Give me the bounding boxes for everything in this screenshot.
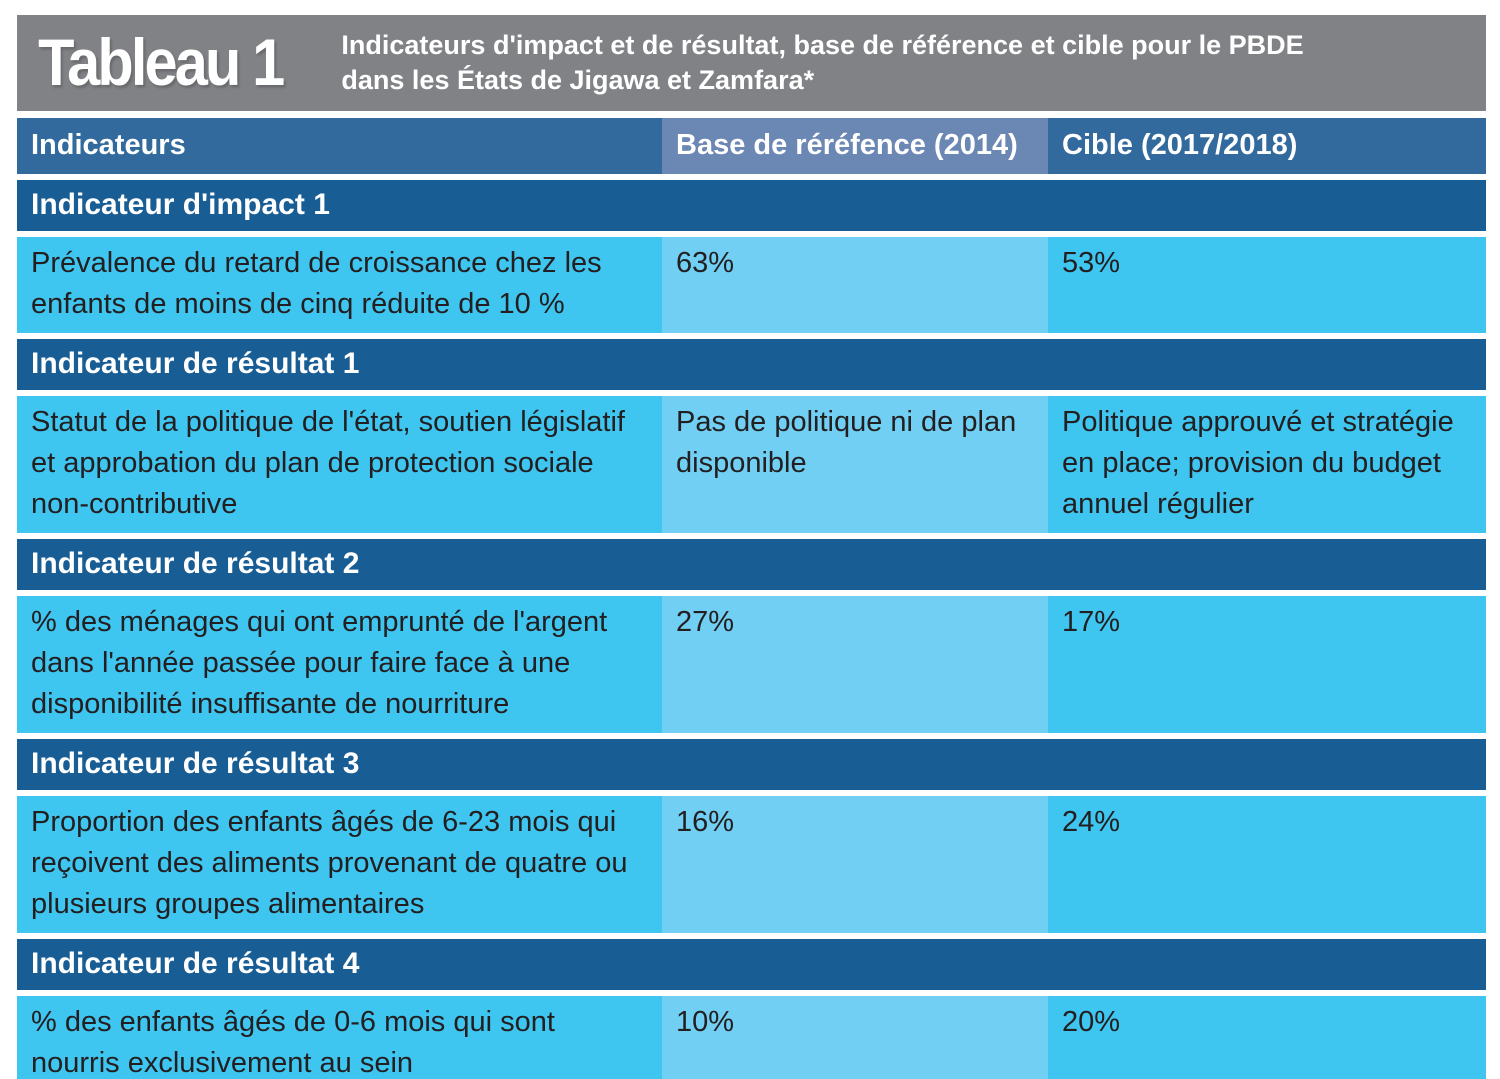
section-header: Indicateur de résultat 2 xyxy=(17,539,1486,590)
target-cell: 17% xyxy=(1048,596,1486,733)
indicator-cell: Prévalence du retard de croissance chez … xyxy=(17,237,662,333)
section-header: Indicateur de résultat 4 xyxy=(17,939,1486,990)
table-title: Indicateurs d'impact et de résultat, bas… xyxy=(341,28,1323,98)
table-title-line2: dans les États de Jigawa et Zamfara* xyxy=(341,65,815,95)
table-number-label: Tableau 1 xyxy=(38,26,285,100)
column-header-indicateurs: Indicateurs xyxy=(17,118,662,174)
baseline-cell: 16% xyxy=(662,796,1048,933)
target-cell: 24% xyxy=(1048,796,1486,933)
indicator-cell: Proportion des enfants âgés de 6-23 mois… xyxy=(17,796,662,933)
baseline-cell: 63% xyxy=(662,237,1048,333)
table-banner: Tableau 1 Indicateurs d'impact et de rés… xyxy=(17,15,1486,111)
baseline-cell: 10% xyxy=(662,996,1048,1079)
indicator-cell: Statut de la politique de l'état, soutie… xyxy=(17,396,662,533)
baseline-cell: Pas de politique ni de plan disponible xyxy=(662,396,1048,533)
section-header: Indicateur de résultat 3 xyxy=(17,739,1486,790)
indicator-cell: % des ménages qui ont emprunté de l'arge… xyxy=(17,596,662,733)
column-header-baseline: Base de réréfence (2014) xyxy=(662,118,1048,174)
indicators-table: Indicateurs Base de réréfence (2014) Cib… xyxy=(17,118,1486,1079)
target-cell: Politique approuvé et stratégie en place… xyxy=(1048,396,1486,533)
section-header: Indicateur d'impact 1 xyxy=(17,180,1486,231)
baseline-cell: 27% xyxy=(662,596,1048,733)
target-cell: 20% xyxy=(1048,996,1486,1079)
table-title-line1: Indicateurs d'impact et de résultat, bas… xyxy=(341,29,1304,60)
table-figure: Tableau 1 Indicateurs d'impact et de rés… xyxy=(17,15,1486,1079)
indicator-cell: % des enfants âgés de 0-6 mois qui sont … xyxy=(17,996,662,1079)
section-header: Indicateur de résultat 1 xyxy=(17,339,1486,390)
column-header-cible: Cible (2017/2018) xyxy=(1048,118,1486,174)
target-cell: 53% xyxy=(1048,237,1486,333)
